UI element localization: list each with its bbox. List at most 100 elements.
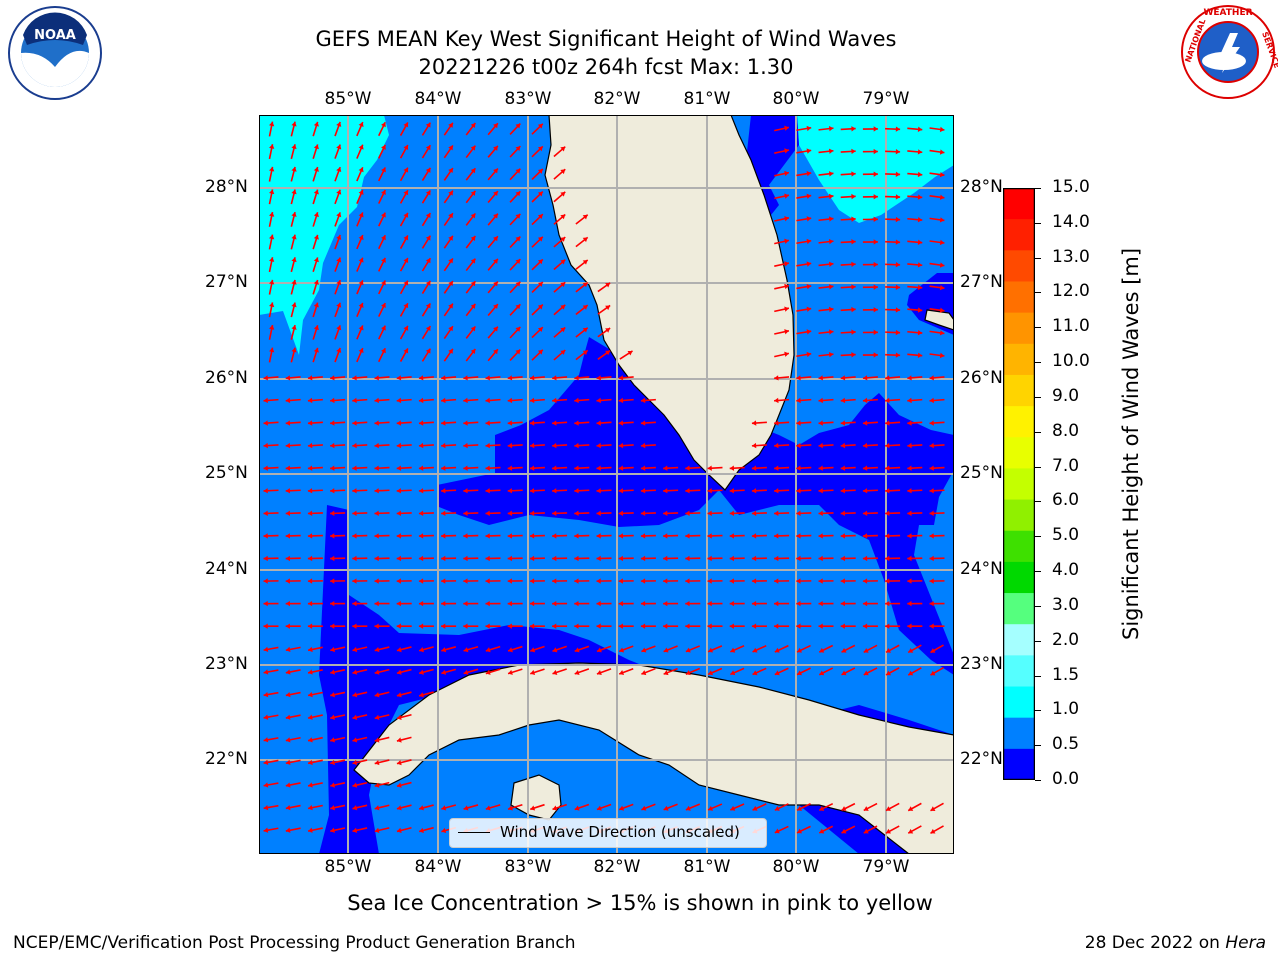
wave-arrow-head xyxy=(330,827,335,833)
wave-arrow-head xyxy=(269,234,275,240)
wave-arrow-head xyxy=(640,600,646,607)
wave-arrow-head xyxy=(784,148,789,154)
wave-arrow-head xyxy=(448,258,453,264)
wave-arrow-head xyxy=(418,442,424,449)
wave-arrow-head xyxy=(560,237,566,242)
wave-arrow-head xyxy=(396,669,402,675)
wave-arrow-head xyxy=(560,350,566,355)
wave-arrow-head xyxy=(796,488,801,494)
wave-arrow-head xyxy=(285,578,290,584)
wave-arrow-head xyxy=(895,284,901,290)
wave-arrow-head xyxy=(840,555,845,562)
wave-arrow-head xyxy=(507,600,512,607)
wave-arrow-head xyxy=(441,555,446,562)
wave-arrow-head xyxy=(707,488,712,494)
wave-arrow-head xyxy=(729,533,735,539)
wave-arrow-head xyxy=(441,375,446,381)
wave-arrow-head xyxy=(685,510,690,517)
wave-arrow-head xyxy=(330,578,335,584)
wave-arrow-head xyxy=(751,420,757,426)
wave-arrow-head xyxy=(330,737,335,743)
wave-arrow-head xyxy=(929,442,934,449)
wave-arrow-head xyxy=(374,805,380,811)
wave-arrow-head xyxy=(396,827,402,834)
wave-arrow-head xyxy=(374,397,379,404)
wave-arrow-head xyxy=(330,759,335,766)
wave-arrow-head xyxy=(917,171,923,178)
wave-arrow-head xyxy=(939,217,945,223)
wave-arrow-head xyxy=(818,600,823,607)
wave-arrow-head xyxy=(403,325,409,331)
wave-arrow-head xyxy=(419,647,424,653)
colorbar-tick-mark xyxy=(1035,675,1041,677)
wave-arrow-head xyxy=(873,329,878,336)
wave-arrow-head xyxy=(508,647,513,653)
wave-arrow-head xyxy=(441,420,446,426)
wave-arrow-head xyxy=(841,647,847,653)
wave-arrow-head xyxy=(840,420,846,426)
wave-arrow-head xyxy=(507,510,513,517)
wave-arrow-head xyxy=(707,578,712,584)
wave-arrow-head xyxy=(751,488,757,494)
wave-arrow-head xyxy=(336,234,342,240)
wave-arrow-head xyxy=(529,533,535,539)
colorbar-tick-label: 3.0 xyxy=(1052,594,1080,615)
wave-arrow-head xyxy=(552,647,558,653)
wave-arrow-head xyxy=(885,828,891,834)
colorbar-tick-label: 1.0 xyxy=(1052,699,1080,720)
wave-arrow-head xyxy=(470,168,476,174)
wave-arrow-head xyxy=(752,805,758,811)
colorbar-tick-mark xyxy=(1035,362,1041,364)
wave-arrow-head xyxy=(507,488,513,494)
wave-arrow-head xyxy=(574,647,580,653)
wave-arrow-head xyxy=(929,397,934,404)
wave-arrow-head xyxy=(403,145,409,151)
wave-arrow-head xyxy=(552,442,557,449)
colorbar-segment xyxy=(1003,281,1035,314)
wave-arrow-head xyxy=(330,692,335,698)
colorbar-segment xyxy=(1003,686,1035,719)
lon-label-top: 83°W xyxy=(504,89,552,109)
wave-arrow-head xyxy=(862,578,868,584)
wave-arrow-head xyxy=(330,555,335,562)
wave-arrow-head xyxy=(640,533,646,539)
wave-region-0-0.5-coastal xyxy=(437,337,729,527)
wave-arrow-head xyxy=(796,533,801,539)
wave-arrow-head xyxy=(618,510,624,517)
wave-arrow-head xyxy=(529,510,535,517)
wave-arrow-head xyxy=(574,600,579,607)
wave-arrow-head xyxy=(352,646,358,653)
wave-arrow-head xyxy=(263,555,268,562)
wave-arrow-head xyxy=(641,647,647,653)
wave-arrow-head xyxy=(358,122,364,128)
wave-arrow-head xyxy=(574,555,579,562)
wave-arrow-head xyxy=(796,623,801,629)
wave-arrow-head xyxy=(529,578,535,584)
colorbar xyxy=(1003,188,1035,780)
wave-arrow-head xyxy=(796,555,801,562)
wave-arrow-head xyxy=(448,303,453,309)
wave-arrow-head xyxy=(515,191,521,197)
colorbar-tick-mark xyxy=(1035,257,1041,259)
wave-arrow-head xyxy=(574,669,580,676)
wave-arrow-head xyxy=(263,465,268,471)
wave-arrow-head xyxy=(895,262,901,268)
lon-label-bottom: 80°W xyxy=(772,857,820,877)
wave-arrow-head xyxy=(917,126,923,132)
wave-arrow-head xyxy=(263,578,268,584)
wave-arrow-head xyxy=(269,121,275,127)
wave-arrow-head xyxy=(840,623,845,629)
wave-arrow-head xyxy=(828,306,834,313)
wave-arrow-head xyxy=(840,600,845,607)
wave-arrow-head xyxy=(515,146,521,152)
lon-label-bottom: 79°W xyxy=(862,857,910,877)
colorbar-tick-mark xyxy=(1035,780,1041,781)
wave-arrow-head xyxy=(263,782,269,788)
wave-arrow-head xyxy=(330,465,335,471)
wave-arrow-head xyxy=(939,307,945,313)
wave-arrow-head xyxy=(917,262,923,268)
wave-arrow-head xyxy=(582,259,588,265)
footer-date: 28 Dec 2022 on Hera xyxy=(1085,933,1266,953)
wave-arrow-head xyxy=(895,149,901,155)
wave-arrow-head xyxy=(885,600,890,607)
